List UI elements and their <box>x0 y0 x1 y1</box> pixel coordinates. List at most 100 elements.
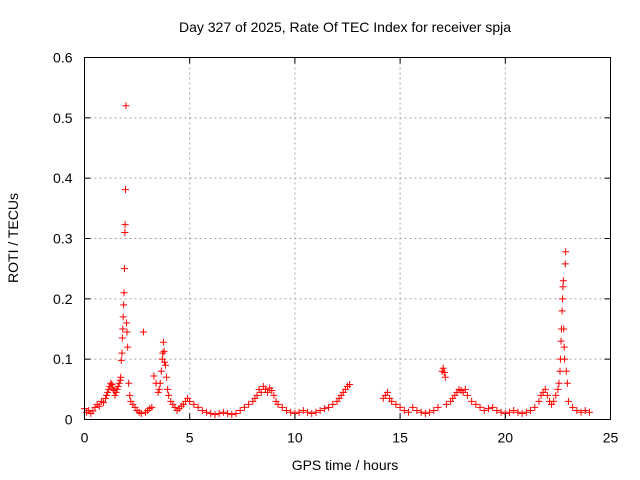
x-tick-label: 20 <box>498 430 514 446</box>
data-point <box>476 403 484 411</box>
data-point <box>111 391 119 399</box>
data-point <box>257 388 265 396</box>
data-point <box>430 406 438 414</box>
x-tick-labels: 0 5 10 15 20 25 <box>81 430 619 446</box>
data-point <box>383 388 391 396</box>
x-axis-title: GPS time / hours <box>292 457 399 473</box>
data-point <box>563 379 571 387</box>
data-point <box>440 368 448 376</box>
data-point <box>413 406 421 414</box>
data-point <box>522 408 530 416</box>
data-point <box>107 379 115 387</box>
x-tick-label: 5 <box>186 430 194 446</box>
data-point <box>421 409 429 417</box>
data-point <box>117 373 125 381</box>
data-point <box>304 408 312 416</box>
data-point <box>121 228 129 236</box>
data-point <box>535 397 543 405</box>
data-point <box>559 277 567 285</box>
data-point <box>148 403 156 411</box>
data-point <box>278 403 286 411</box>
data-point <box>320 405 328 413</box>
data-point <box>89 407 97 415</box>
data-point <box>119 313 127 321</box>
data-point <box>434 403 442 411</box>
data-point <box>224 409 232 417</box>
data-point <box>118 334 126 342</box>
data-point <box>164 385 172 393</box>
data-point <box>154 388 162 396</box>
data-point <box>270 391 278 399</box>
data-point <box>388 397 396 405</box>
data-point <box>245 400 253 408</box>
data-point <box>117 356 125 364</box>
data-point <box>299 406 307 414</box>
data-point <box>514 408 522 416</box>
data-point <box>122 186 130 194</box>
data-point <box>506 408 514 416</box>
data-point <box>329 400 337 408</box>
data-point <box>400 406 408 414</box>
data-point <box>468 397 476 405</box>
grid <box>84 57 611 420</box>
y-tick-label: 0.3 <box>53 231 73 247</box>
data-point <box>215 409 223 417</box>
data-point <box>493 406 501 414</box>
data-point <box>550 397 558 405</box>
data-point <box>198 406 206 414</box>
y-tick-label: 0.2 <box>53 291 73 307</box>
data-point <box>480 406 488 414</box>
data-point <box>392 400 400 408</box>
data-point <box>125 379 133 387</box>
y-tick-label: 0.6 <box>53 50 73 66</box>
data-point <box>312 408 320 416</box>
data-point <box>561 355 569 363</box>
data-point <box>99 399 107 407</box>
data-point <box>562 248 570 256</box>
data-point <box>211 411 219 419</box>
data-point <box>441 373 449 381</box>
data-point <box>409 403 417 411</box>
data-point <box>150 372 158 380</box>
y-axis-title: ROTI / TECUs <box>5 193 21 283</box>
data-point <box>207 409 215 417</box>
data-point <box>552 391 560 399</box>
data-point <box>484 405 492 413</box>
data-point <box>554 385 562 393</box>
data-point <box>472 400 480 408</box>
data-point <box>118 349 126 357</box>
data-point <box>527 406 535 414</box>
data-point <box>562 367 570 375</box>
data-point <box>561 260 569 268</box>
data-point <box>121 221 129 229</box>
data-point <box>137 409 145 417</box>
data-point <box>139 328 147 336</box>
data-point <box>162 361 170 369</box>
data-point <box>108 381 116 389</box>
data-point <box>559 295 567 303</box>
data-point <box>439 364 447 372</box>
data-point <box>282 406 290 414</box>
data-point <box>159 349 167 357</box>
data-point <box>203 408 211 416</box>
data-point <box>240 403 248 411</box>
data-point <box>569 403 577 411</box>
data-point <box>253 391 261 399</box>
data-point <box>228 411 236 419</box>
y-tick-label: 0.5 <box>53 110 73 126</box>
x-tick-label: 15 <box>392 430 408 446</box>
data-point <box>120 289 128 297</box>
data-point <box>573 406 581 414</box>
data-point <box>417 408 425 416</box>
data-point <box>232 409 240 417</box>
axis-ticks <box>84 57 611 420</box>
data-point <box>560 343 568 351</box>
data-point <box>160 358 168 366</box>
data-point <box>155 385 163 393</box>
x-tick-label: 10 <box>287 430 303 446</box>
data-point <box>123 319 131 327</box>
data-point <box>219 408 227 416</box>
data-point <box>581 406 589 414</box>
data-point <box>102 394 110 402</box>
data-point <box>577 408 585 416</box>
